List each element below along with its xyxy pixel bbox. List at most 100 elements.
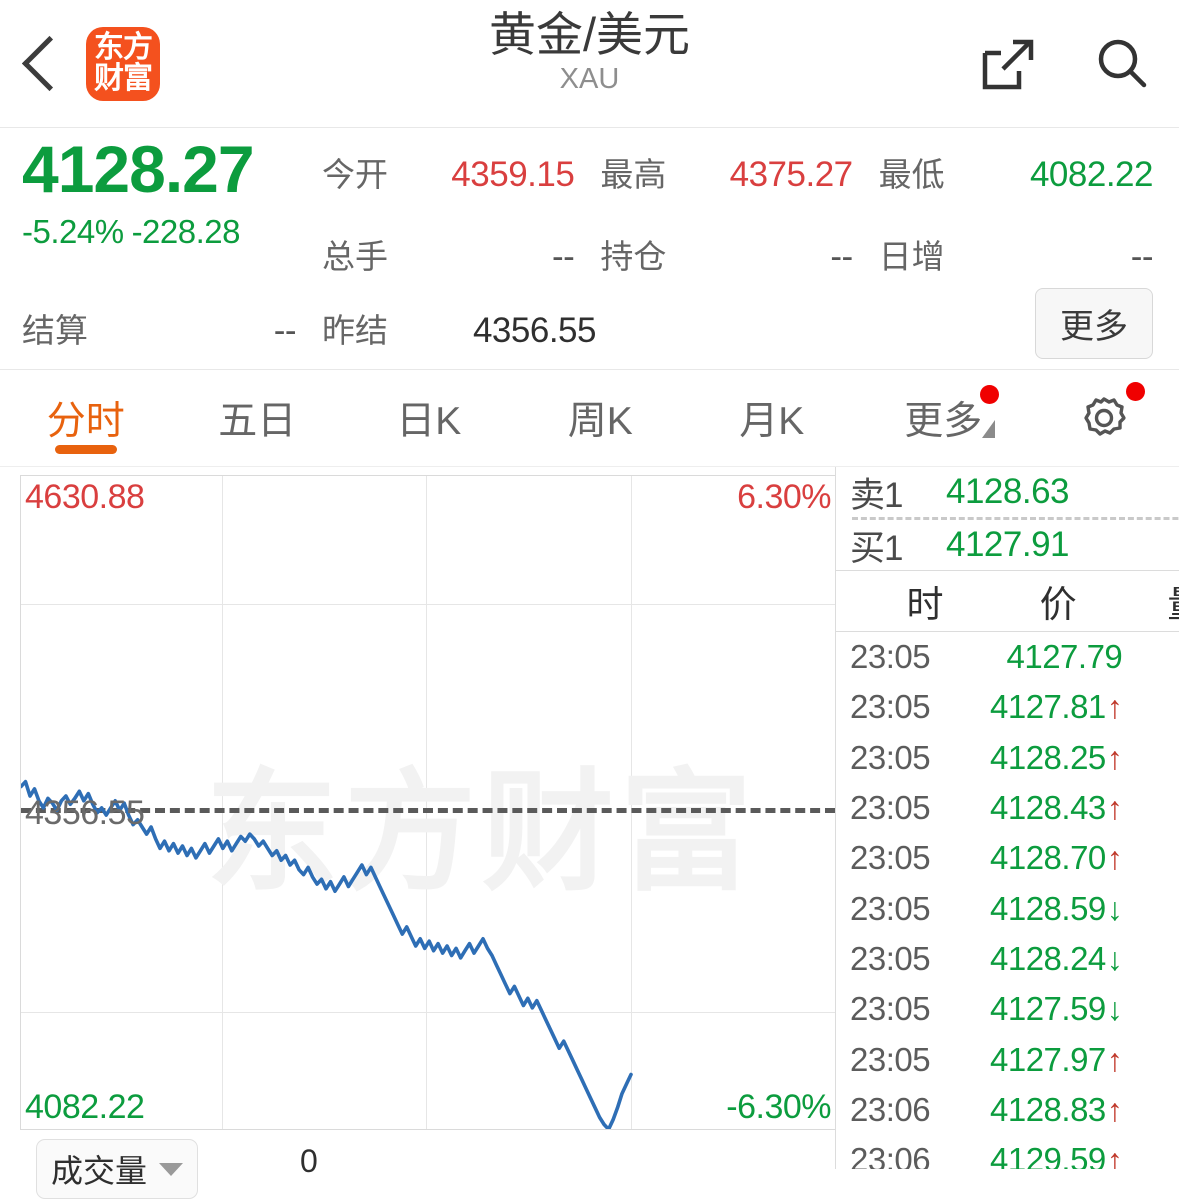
tick-time: 23:05 [850,990,931,1028]
chart-plot-area[interactable]: 东方财富 4630.88 6.30% 4356.55 4082.22 -6.30… [20,475,835,1130]
field-openinterest: 持仓 -- [600,216,878,278]
field-low-value: 4082.22 [1029,155,1154,194]
tick-volume: 0 [1130,739,1179,777]
tick-price: 4127.81 [990,688,1106,726]
quote-bottom-row: 结算 -- 昨结 4356.55 [22,290,1157,352]
tab-daily-k-label: 日K [396,400,462,443]
tab-intraday[interactable]: 分时 [0,370,172,466]
tick-time: 23:06 [850,1090,931,1128]
share-button[interactable] [977,33,1039,95]
tab-more[interactable]: 更多 [858,370,1030,466]
tick-row: 23:06 4128.83↑0 [850,1085,1179,1135]
tick-list[interactable]: 23:054127.79023:054127.81↑023:054128.25↑… [836,632,1179,1169]
tick-volume: 0 [1130,1091,1179,1129]
tick-volume: 0 [1130,940,1179,978]
tick-row: 23:05 4127.59↓0 [850,984,1179,1034]
tick-time: 23:05 [850,638,931,676]
tick-row: 23:05 4128.59↓0 [850,883,1179,933]
field-open-value: 4359.15 [451,155,575,194]
field-volume-value: -- [552,237,575,276]
tab-five-day[interactable]: 五日 [172,370,344,466]
ask-label: 卖1 [850,475,903,515]
gear-icon [1084,397,1126,436]
tick-price: 4128.25 [990,738,1106,776]
tick-price: 4129.59 [990,1141,1106,1169]
tick-price: 4128.83 [990,1090,1106,1128]
chart-watermark: 东方财富 [206,759,758,906]
tab-monthly-k[interactable]: 月K [686,370,858,466]
ask-price: 4128.63 [946,472,1070,511]
tick-price: 4128.43 [990,789,1106,827]
tick-volume: 0 [1130,638,1179,676]
eastmoney-logo[interactable]: 东方 财富 [86,26,160,101]
logo-line-1: 东方 [94,30,153,64]
arrow-up-icon: ↑ [1106,739,1123,776]
tick-time: 23:05 [850,939,931,977]
intraday-chart-pane[interactable]: 东方财富 4630.88 6.30% 4356.55 4082.22 -6.30… [0,467,835,1199]
ask-row[interactable]: 卖1 4128.63 0 [850,467,1179,517]
share-external-icon [982,39,1034,89]
chart-reference-price-label: 4356.55 [25,794,145,832]
tab-more-label: 更多 [904,400,983,443]
tick-row: 23:05 4127.97↑0 [850,1034,1179,1084]
quote-top-rows: 4128.27 -5.24% -228.28 今开 4359.15 最高 4375… [22,133,1157,288]
field-prevsettlement: 昨结 4356.55 [322,290,622,352]
tick-time: 23:05 [850,1040,931,1078]
tick-table-header: 时 价 量 [836,571,1179,632]
field-openinterest-label: 持仓 [600,238,667,275]
chart-vertical-gridline [631,476,632,1129]
search-button[interactable] [1091,33,1153,95]
chart-period-tabs: 分时 五日 日K 周K 月K 更多 [0,370,1179,467]
tick-time: 23:05 [850,889,931,927]
field-dailyincrease: 日增 -- [879,216,1157,278]
field-dailyincrease-value: -- [1130,237,1154,276]
more-quote-button[interactable]: 更多 [1035,288,1153,359]
tab-daily-k[interactable]: 日K [343,370,515,466]
arrow-up-icon: ↑ [1106,840,1123,877]
field-prevsettlement-value: 4356.55 [472,311,597,350]
tick-time: 23:05 [850,738,931,776]
field-high: 最高 4375.27 [600,134,878,196]
field-open-label: 今开 [322,156,388,193]
tick-price-cell: 4128.59 ↓ [990,890,1130,928]
tick-price: 4127.97 [990,1040,1106,1078]
tab-monthly-k-label: 月K [739,400,805,443]
tab-intraday-label: 分时 [46,400,125,443]
triangle-down-icon [982,420,995,438]
field-openinterest-value: -- [830,237,853,276]
arrow-up-icon: ↑ [1106,689,1123,726]
field-open: 今开 4359.15 [322,134,600,196]
tick-price-cell: 4128.70 ↑ [990,839,1130,877]
tick-row: 23:05 4127.790 [850,632,1179,682]
tab-weekly-k[interactable]: 周K [515,370,687,466]
bid-row[interactable]: 买1 4127.91 0 [850,520,1179,570]
search-icon [1098,39,1147,87]
tick-row: 23:05 4128.43↑0 [850,783,1179,833]
arrow-down-icon: ↓ [1106,890,1123,927]
arrow-up-icon: ↑ [1106,1091,1123,1128]
tick-row: 23:05 4128.25↑0 [850,733,1179,783]
volume-indicator-selector[interactable]: 成交量 [36,1139,199,1199]
chart-vertical-gridline [426,476,427,1129]
tick-price: 4127.59 [990,990,1106,1028]
field-prevsettlement-label: 昨结 [322,312,388,349]
tab-settings[interactable] [1029,370,1179,466]
bid-price: 4127.91 [946,525,1070,564]
tick-price: 4127.79 [1006,638,1123,676]
tick-row: 23:05 4128.24↓0 [850,934,1179,984]
back-button[interactable] [0,0,86,127]
bid-label: 买1 [850,528,903,568]
tick-price-cell: 4129.59 ↑ [990,1141,1130,1169]
volume-value: 0 [300,1143,318,1179]
quote-panel: 4128.27 -5.24% -228.28 今开 4359.15 最高 4375… [0,128,1179,370]
chart-horizontal-gridline [21,1012,835,1013]
tick-price-cell: 4128.24 ↓ [990,940,1130,978]
chart-vertical-gridline [222,476,223,1129]
tick-time: 23:05 [850,839,931,877]
tick-price: 4128.59 [990,889,1106,927]
tick-price-cell: 4128.83 ↑ [990,1091,1130,1129]
column-header-price: 价 [1039,584,1077,625]
chart-bottom-percent-label: -6.30% [726,1088,831,1126]
price-block: 4128.27 -5.24% -228.28 [22,133,322,251]
